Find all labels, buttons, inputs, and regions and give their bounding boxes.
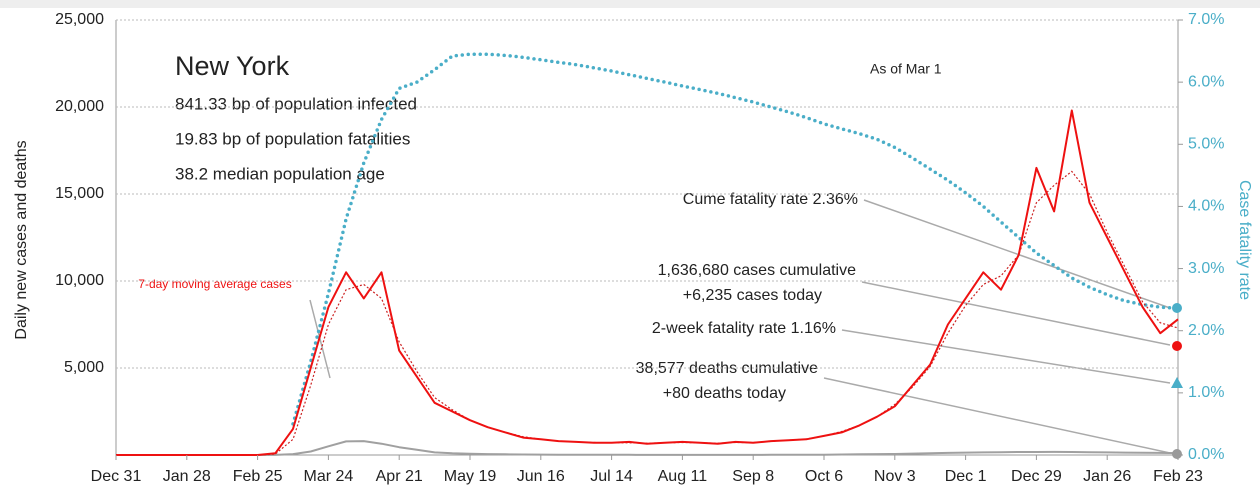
y2-tick-label: 6.0% [1188, 73, 1224, 90]
x-tick-label: Sep 8 [732, 468, 774, 485]
y2-tick-label: 4.0% [1188, 198, 1224, 215]
x-tick-label: Feb 25 [233, 468, 283, 485]
annotation: +80 deaths today [663, 385, 786, 402]
x-tick-label: Jan 26 [1083, 468, 1131, 485]
x-tick-label: Jan 28 [163, 468, 211, 485]
annotation: 7-day moving average cases [138, 277, 291, 291]
series-line [291, 52, 1180, 426]
x-tick-label: Feb 23 [1153, 468, 1203, 485]
x-tick-label: May 19 [444, 468, 497, 485]
x-tick-label: Mar 24 [304, 468, 354, 485]
annotation: +6,235 cases today [683, 287, 822, 304]
y2-tick-label: 1.0% [1188, 384, 1224, 401]
y-tick-label: 15,000 [55, 185, 104, 202]
series-line [116, 109, 1179, 456]
annotation: As of Mar 1 [870, 61, 942, 77]
end-markers [1171, 303, 1183, 459]
x-tick-label: Dec 31 [91, 468, 142, 485]
series-line [116, 440, 1179, 456]
x-tick-label: Dec 1 [945, 468, 987, 485]
leader-line [861, 281, 1171, 346]
annotation: Cume fatality rate 2.36% [683, 191, 858, 208]
end-marker [1172, 303, 1182, 313]
x-tick-label: Nov 3 [874, 468, 916, 485]
leader-line [863, 199, 1171, 309]
subtitle: 38.2 median population age [175, 164, 385, 183]
leader-line [841, 329, 1171, 384]
y2-tick-label: 2.0% [1188, 322, 1224, 339]
annotation: 2-week fatality rate 1.16% [652, 320, 836, 337]
y2-tick-label: 0.0% [1188, 446, 1224, 463]
end-marker [1171, 377, 1183, 388]
x-tick-label: Jul 14 [590, 468, 633, 485]
y-tick-label: 5,000 [64, 359, 104, 376]
plot [116, 19, 1180, 456]
x-tick-label: Dec 29 [1011, 468, 1062, 485]
subtitle: 841.33 bp of population infected [175, 94, 417, 113]
x-tick-label: Apr 21 [376, 468, 423, 485]
y2-tick-label: 3.0% [1188, 260, 1224, 277]
leader-line [823, 377, 1171, 454]
end-marker [1172, 449, 1182, 459]
y2-tick-label: 7.0% [1188, 11, 1224, 28]
x-tick-label: Aug 11 [658, 468, 708, 485]
series-line [116, 170, 1179, 456]
annotation: 1,636,680 cases cumulative [658, 262, 856, 279]
y-tick-label: 10,000 [55, 272, 104, 289]
y-tick-label: 20,000 [55, 98, 104, 115]
subtitle: 19.83 bp of population fatalities [175, 129, 410, 148]
chart-title: New York [175, 51, 290, 81]
x-tick-label: Jun 16 [517, 468, 565, 485]
x-tick-label: Oct 6 [805, 468, 843, 485]
end-marker [1172, 341, 1182, 351]
y2-tick-label: 5.0% [1188, 136, 1224, 153]
annotation: 38,577 deaths cumulative [636, 360, 818, 377]
top-band [0, 0, 1260, 8]
y-axis-label: Daily new cases and deaths [13, 140, 30, 339]
y2-axis-label: Case fatality rate [1236, 180, 1253, 300]
y-tick-label: 25,000 [55, 11, 104, 28]
